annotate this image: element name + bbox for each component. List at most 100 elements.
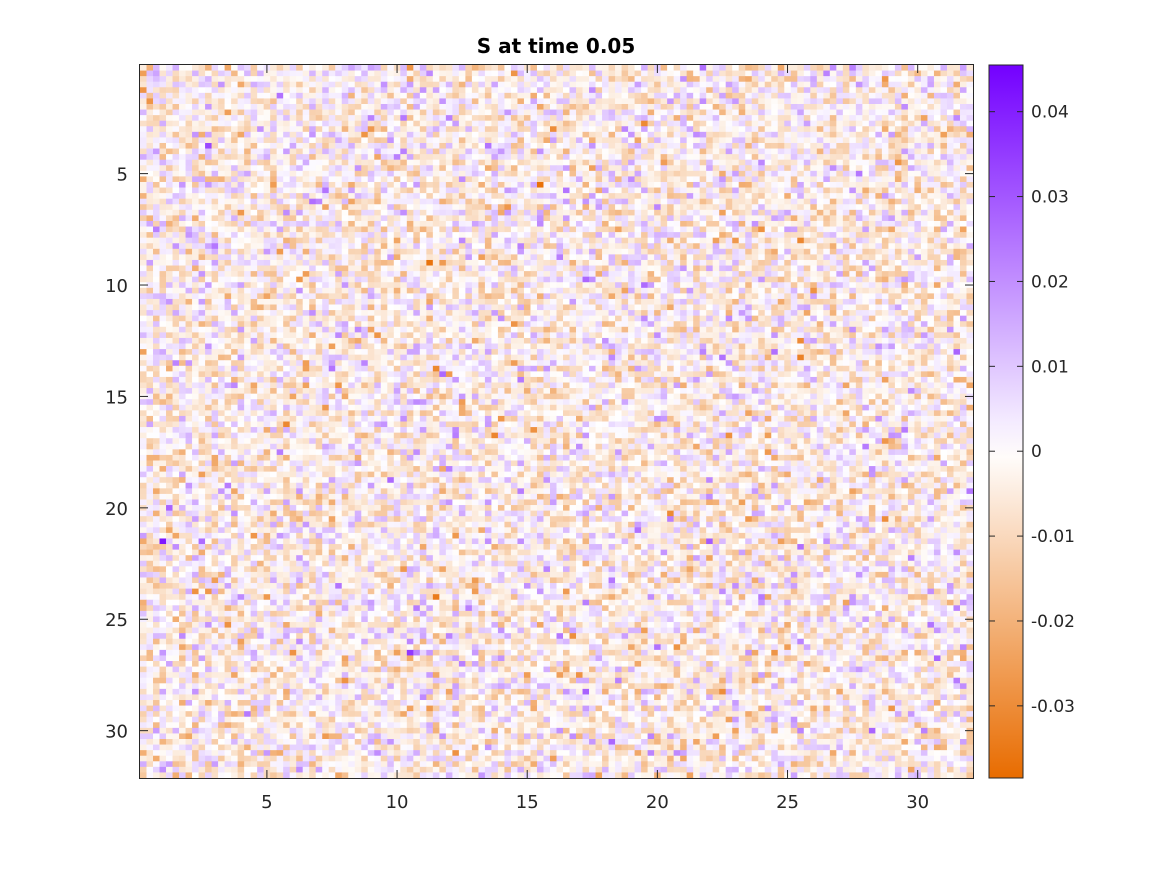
heatmap-cell <box>920 109 928 116</box>
heatmap-cell <box>862 248 870 255</box>
heatmap-cell <box>231 65 238 71</box>
heatmap-cell <box>198 126 206 133</box>
heatmap-cell <box>849 265 857 272</box>
heatmap-cell <box>569 248 577 255</box>
heatmap-cell <box>569 126 577 133</box>
heatmap-cell <box>510 176 518 183</box>
heatmap-cell <box>413 259 421 266</box>
heatmap-cell <box>686 226 694 233</box>
heatmap-cell <box>159 198 167 205</box>
heatmap-cell <box>432 120 440 127</box>
heatmap-cell <box>432 170 440 177</box>
heatmap-cell <box>647 176 655 183</box>
heatmap-cell <box>296 259 304 266</box>
heatmap-cell <box>836 109 844 116</box>
heatmap-cell <box>283 204 291 211</box>
heatmap-cell <box>907 154 915 161</box>
heatmap-cell <box>881 159 889 166</box>
heatmap-cell <box>725 109 733 116</box>
heatmap-cell <box>842 226 850 233</box>
heatmap-cell <box>894 131 902 138</box>
heatmap-cell <box>309 248 317 255</box>
heatmap-cell <box>231 76 238 83</box>
heatmap-cell <box>777 154 785 161</box>
heatmap-cell <box>621 254 629 261</box>
heatmap-cell <box>862 271 870 278</box>
heatmap-cell <box>634 142 642 149</box>
heatmap-cell <box>615 193 622 200</box>
heatmap-cell <box>426 209 434 216</box>
heatmap-cell <box>933 259 941 266</box>
heatmap-cell <box>914 120 922 127</box>
heatmap-cell <box>523 220 531 227</box>
heatmap-cell <box>667 148 674 155</box>
heatmap-cell <box>198 142 206 149</box>
heatmap-cell <box>413 187 421 194</box>
heatmap-cell <box>868 109 876 116</box>
heatmap-cell <box>315 198 323 205</box>
heatmap-cell <box>803 131 811 138</box>
heatmap-cell <box>504 187 512 194</box>
heatmap-cell <box>719 154 727 161</box>
heatmap-cell <box>894 92 902 99</box>
heatmap-cell <box>810 271 818 278</box>
heatmap-cell <box>510 165 518 172</box>
heatmap-cell <box>628 215 635 222</box>
heatmap-cell <box>589 276 596 283</box>
heatmap-cell <box>628 271 635 278</box>
heatmap-cell <box>823 237 831 244</box>
heatmap-cell <box>244 243 251 250</box>
heatmap-cell <box>745 109 753 116</box>
heatmap-cell <box>829 109 837 116</box>
heatmap-cell <box>758 204 766 211</box>
heatmap-cell <box>608 142 616 149</box>
heatmap-cell <box>231 120 238 127</box>
heatmap-cell <box>166 198 173 205</box>
heatmap-cell <box>842 126 850 133</box>
heatmap-cell <box>888 232 896 239</box>
heatmap-cell <box>341 215 349 222</box>
heatmap-cell <box>836 276 844 283</box>
heatmap-cell <box>582 142 590 149</box>
heatmap-cell <box>797 103 805 110</box>
heatmap-cell <box>751 87 759 94</box>
heatmap-cell <box>862 187 870 194</box>
heatmap-cell <box>628 131 635 138</box>
heatmap-cell <box>504 248 512 255</box>
heatmap-cell <box>745 198 753 205</box>
heatmap-cell <box>231 154 238 161</box>
heatmap-cell <box>419 109 427 116</box>
heatmap-cell <box>855 254 863 261</box>
heatmap-cell <box>257 98 264 105</box>
heatmap-cell <box>725 226 733 233</box>
heatmap-cell <box>907 115 915 122</box>
heatmap-cell <box>536 120 544 127</box>
heatmap-cell <box>153 109 160 116</box>
heatmap-cell <box>699 243 707 250</box>
heatmap-cell <box>283 131 291 138</box>
heatmap-cell <box>797 76 805 83</box>
heatmap-cell <box>458 209 466 216</box>
heatmap-cell <box>185 193 193 200</box>
heatmap-cell <box>927 198 935 205</box>
heatmap-cell <box>842 248 850 255</box>
heatmap-cell <box>549 254 557 261</box>
heatmap-cell <box>927 154 935 161</box>
heatmap-cell <box>914 254 922 261</box>
heatmap-cell <box>621 243 629 250</box>
heatmap-cell <box>484 187 492 194</box>
heatmap-cell <box>140 148 147 155</box>
heatmap-cell <box>263 248 271 255</box>
heatmap-cell <box>296 243 304 250</box>
heatmap-cell <box>153 81 160 88</box>
heatmap-cell <box>777 115 785 122</box>
heatmap-cell <box>257 126 264 133</box>
heatmap-cell <box>504 243 512 250</box>
heatmap-cell <box>615 126 622 133</box>
heatmap-cell <box>608 226 616 233</box>
heatmap-cell <box>810 198 818 205</box>
heatmap-cell <box>894 98 902 105</box>
heatmap-cell <box>751 137 759 144</box>
heatmap-cell <box>829 126 837 133</box>
heatmap-cell <box>719 265 727 272</box>
